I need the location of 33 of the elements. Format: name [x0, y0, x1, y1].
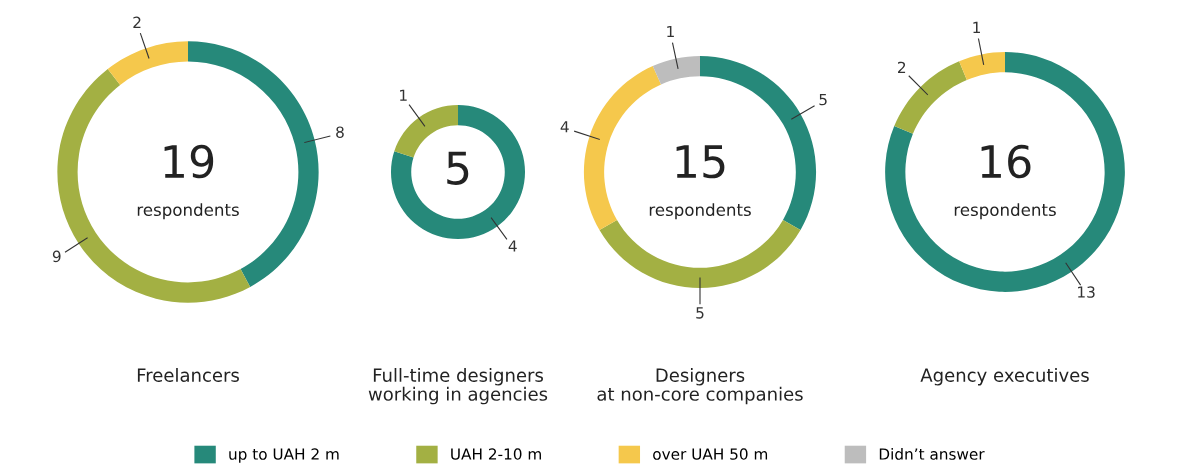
data-label: 2 — [898, 61, 906, 73]
legend-label: up to UAH 2 m — [229, 448, 339, 463]
text: respondents — [137, 203, 239, 220]
legend-label: over UAH 50 m — [653, 448, 768, 460]
data-label: 1 — [973, 21, 980, 34]
donut-slice — [390, 104, 526, 240]
data-label: 2 — [133, 16, 141, 28]
legend-label: UAH 2-10 m — [451, 448, 541, 460]
data-label: 13 — [1078, 286, 1095, 298]
text: 19 — [164, 144, 214, 179]
text: 16 — [981, 144, 1031, 179]
donut-slice — [599, 219, 801, 289]
data-label: 5 — [696, 307, 704, 319]
text: respondents — [954, 203, 1056, 220]
data-label: 8 — [336, 126, 344, 138]
donut-slice — [959, 52, 1005, 80]
legend-label: Didn’t answer — [879, 448, 985, 460]
text: Agency executives — [920, 368, 1089, 386]
data-label: 9 — [52, 250, 61, 263]
donut-slice — [107, 41, 188, 85]
data-label: 5 — [819, 93, 827, 106]
text: respondents — [649, 203, 751, 220]
data-label: 4 — [560, 121, 569, 133]
text: 15 — [676, 145, 725, 179]
text: Full-time designers working in agencies — [368, 368, 548, 405]
data-label: 1 — [667, 25, 674, 38]
data-label: 4 — [508, 240, 517, 252]
data-label: 1 — [400, 89, 407, 101]
text: Designers at non-core companies — [597, 368, 803, 405]
text: 5 — [447, 151, 469, 185]
text: Freelancers — [137, 368, 239, 382]
donut-slice — [894, 61, 967, 134]
donut-slice — [652, 55, 700, 85]
